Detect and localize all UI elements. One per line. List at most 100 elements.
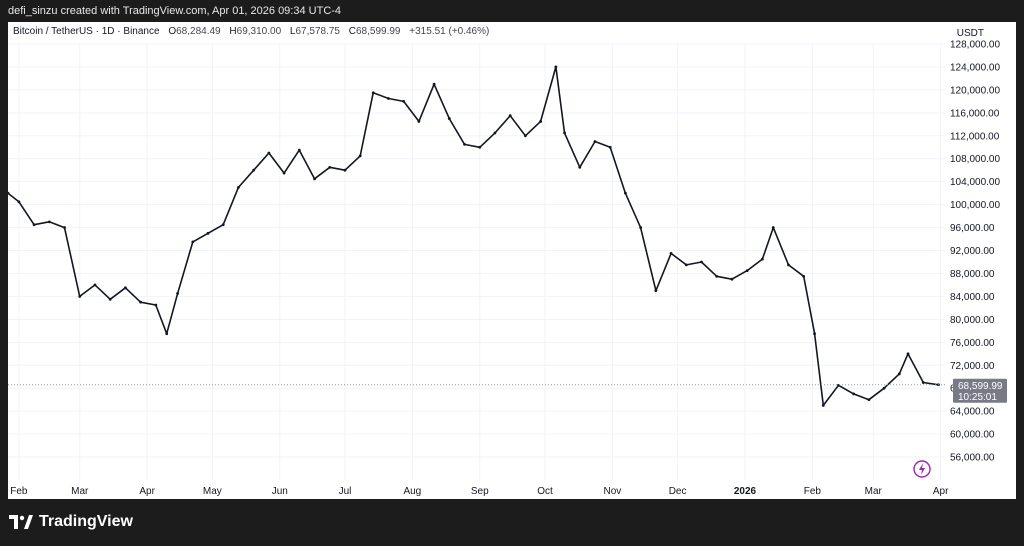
- y-tick-label: 76,000.00: [950, 338, 995, 349]
- x-tick-label: Mar: [865, 486, 883, 497]
- price-point: [313, 177, 316, 181]
- y-tick-label: 120,000.00: [950, 85, 1000, 96]
- x-tick-label: Apr: [139, 486, 155, 497]
- low-label: L: [289, 26, 296, 37]
- y-tick-label: 88,000.00: [950, 269, 995, 280]
- price-point: [802, 274, 806, 278]
- x-tick-label: Feb: [10, 486, 28, 497]
- price-point: [867, 398, 871, 402]
- x-tick-label: Feb: [804, 486, 822, 497]
- last-price-tag: [953, 378, 1007, 403]
- bolt-icon: [913, 460, 931, 478]
- y-tick-label: 108,000.00: [950, 154, 1000, 165]
- y-tick-label: 100,000.00: [950, 200, 1000, 211]
- y-tick-label: 116,000.00: [950, 108, 1000, 119]
- price-point: [123, 286, 127, 290]
- price-point: [8, 191, 10, 195]
- price-point: [297, 148, 301, 152]
- price-point: [328, 165, 332, 169]
- countdown-value: 10:25:01: [958, 392, 997, 403]
- axis-unit[interactable]: USDT: [956, 28, 984, 39]
- price-point: [700, 260, 703, 264]
- close-label: C: [348, 26, 356, 37]
- y-tick-label: 112,000.00: [950, 131, 1000, 142]
- price-point: [432, 82, 436, 86]
- price-point: [508, 114, 512, 118]
- price-point: [921, 381, 925, 384]
- x-tick-label: Dec: [669, 486, 687, 497]
- price-point: [554, 65, 558, 69]
- price-point: [176, 292, 179, 295]
- price-point: [684, 263, 688, 267]
- price-point: [282, 171, 286, 175]
- price-point: [852, 392, 856, 396]
- price-point: [78, 295, 82, 298]
- y-tick-label: 60,000.00: [950, 430, 995, 441]
- price-point: [813, 332, 816, 336]
- x-tick-label: Sep: [471, 486, 489, 497]
- price-point: [47, 220, 51, 224]
- price-point: [32, 223, 36, 227]
- price-point: [608, 145, 612, 149]
- x-tick-label: 2026: [734, 486, 757, 497]
- price-point: [654, 289, 658, 293]
- price-point: [771, 226, 775, 229]
- price-point: [108, 297, 112, 301]
- x-tick-label: Mar: [71, 486, 89, 497]
- attribution-text: defi_sinzu created with TradingView.com,…: [8, 5, 342, 17]
- price-point: [463, 142, 466, 146]
- x-tick-label: Apr: [933, 486, 949, 497]
- price-point: [267, 151, 271, 155]
- y-tick-label: 92,000.00: [950, 246, 995, 257]
- price-point: [493, 131, 497, 135]
- price-point: [524, 134, 527, 138]
- price-point: [563, 131, 566, 135]
- low-value: 67,578.75: [295, 26, 340, 37]
- price-point: [387, 97, 390, 100]
- high-label: H: [229, 26, 237, 37]
- price-point: [669, 251, 673, 255]
- high-value: 69,310.00: [236, 26, 282, 37]
- y-tick-label: 72,000.00: [950, 361, 995, 372]
- last-price-value: 68,599.99: [958, 381, 1003, 392]
- price-point: [93, 283, 97, 287]
- y-tick-label: 84,000.00: [950, 292, 995, 303]
- tradingview-logo[interactable]: TradingView: [9, 513, 133, 531]
- chart-panel[interactable]: 56,000.0060,000.0064,000.0068,000.0072,0…: [8, 22, 1016, 499]
- price-point: [139, 300, 143, 304]
- price-point: [478, 145, 482, 149]
- close-value: 68,599.99: [356, 26, 401, 37]
- y-tick-label: 56,000.00: [950, 453, 995, 464]
- price-point: [539, 120, 543, 123]
- symbol-label[interactable]: Bitcoin / TetherUS · 1D · Binance: [13, 26, 160, 37]
- footer: TradingView: [0, 500, 1024, 546]
- x-tick-label: Nov: [603, 486, 621, 497]
- price-point: [447, 117, 451, 120]
- y-tick-label: 128,000.00: [950, 40, 1000, 51]
- y-tick-label: 96,000.00: [950, 223, 995, 234]
- open-label: O: [168, 26, 177, 37]
- price-point: [882, 386, 886, 390]
- price-point: [787, 263, 790, 267]
- x-tick-label: Oct: [537, 486, 553, 497]
- price-point: [237, 186, 240, 189]
- price-point: [730, 277, 734, 281]
- price-point: [593, 140, 597, 143]
- price-chart[interactable]: 56,000.0060,000.0064,000.0068,000.0072,0…: [8, 22, 1016, 499]
- price-point: [17, 200, 21, 204]
- price-point: [906, 352, 910, 356]
- attribution-bar: defi_sinzu created with TradingView.com,…: [0, 0, 1024, 22]
- price-point: [897, 372, 901, 376]
- price-point: [154, 303, 158, 307]
- price-point: [639, 226, 643, 229]
- y-tick-label: 80,000.00: [950, 315, 995, 326]
- price-point: [63, 226, 66, 229]
- price-point: [252, 168, 256, 172]
- price-point: [371, 91, 375, 95]
- price-point: [206, 231, 210, 235]
- x-tick-label: Jun: [272, 486, 288, 497]
- y-tick-label: 64,000.00: [950, 407, 995, 418]
- price-point: [165, 332, 169, 336]
- price-point: [417, 120, 421, 123]
- price-point: [745, 269, 749, 273]
